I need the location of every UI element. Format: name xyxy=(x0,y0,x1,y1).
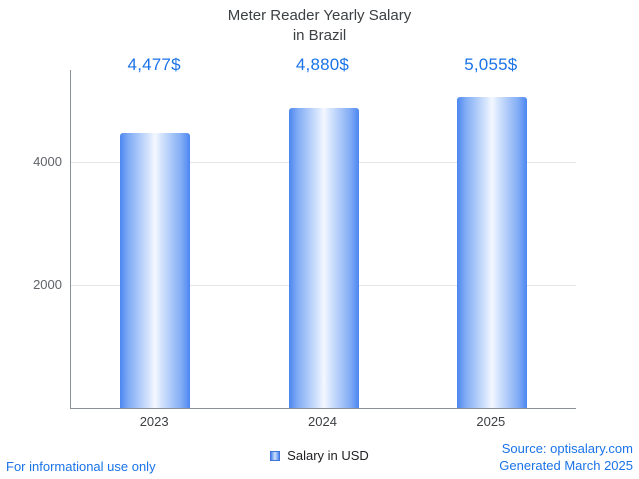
bar-value-label: 4,477$ xyxy=(127,55,181,74)
bar-2023 xyxy=(120,132,191,408)
generated-date: Generated March 2025 xyxy=(499,458,633,474)
chart-title-line2: in Brazil xyxy=(292,26,347,44)
chart-title-line1: Meter Reader Yearly Salary xyxy=(227,7,412,24)
x-axis-tick-label: 2023 xyxy=(139,414,169,429)
chart-title: Meter Reader Yearly Salary in Brazil xyxy=(0,6,639,45)
legend: Salary in USD xyxy=(0,448,639,463)
bar-value-label: 5,055$ xyxy=(464,55,518,74)
legend-swatch-icon xyxy=(270,450,281,461)
source-info[interactable]: Source: optisalary.com Generated March 2… xyxy=(499,440,633,475)
x-axis-tick-label: 2024 xyxy=(308,414,337,429)
bar-2024 xyxy=(288,108,359,408)
source-link[interactable]: Source: optisalary.com xyxy=(501,440,633,456)
bar-value-label: 4,880$ xyxy=(295,55,350,74)
legend-label: Salary in USD xyxy=(287,448,369,463)
y-axis-tick-label: 2000 xyxy=(33,277,62,293)
disclaimer-text: For informational use only xyxy=(6,459,156,474)
y-axis-tick-label: 4000 xyxy=(33,154,62,170)
x-axis-tick-label: 2025 xyxy=(476,414,506,429)
plot-area xyxy=(70,70,576,409)
bar-2025 xyxy=(456,97,527,408)
